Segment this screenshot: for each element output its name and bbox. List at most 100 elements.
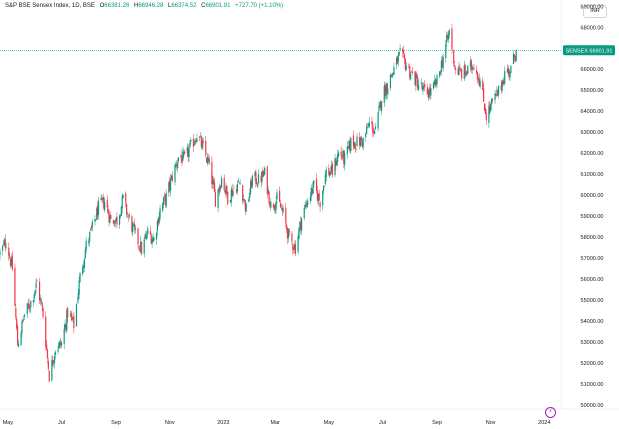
candle-body — [348, 140, 350, 149]
candle — [245, 203, 247, 212]
candle-body — [347, 147, 349, 148]
candle — [299, 221, 301, 232]
candle-body — [434, 81, 436, 83]
candle — [88, 237, 90, 246]
candle-body — [26, 303, 28, 315]
candle — [368, 117, 370, 128]
candle — [58, 341, 60, 350]
candle-body — [476, 72, 479, 80]
candle-body — [250, 180, 252, 194]
candle — [331, 161, 333, 179]
candle-body — [435, 79, 437, 86]
candle — [307, 198, 309, 208]
candle-body — [231, 188, 233, 196]
y-tick-label: 68000.00 — [581, 25, 604, 31]
candle-body — [77, 293, 79, 300]
y-tick-label: 55000.00 — [581, 298, 604, 304]
candle — [97, 196, 100, 220]
candle-body — [266, 166, 268, 195]
candle — [507, 65, 509, 78]
candle-body — [14, 267, 16, 306]
candle — [208, 155, 210, 166]
candle — [483, 83, 485, 103]
candle-body — [448, 30, 450, 34]
candle — [281, 204, 283, 216]
candle — [163, 192, 166, 201]
candle-body — [408, 66, 410, 68]
candle-body — [53, 356, 56, 364]
candle-body — [343, 151, 345, 164]
candle — [476, 71, 479, 84]
candle-body — [75, 304, 78, 327]
candle-body — [386, 83, 388, 93]
candle-body — [411, 72, 413, 73]
candle — [171, 171, 173, 183]
candle — [143, 235, 145, 258]
candle-body — [193, 143, 195, 146]
candle — [427, 88, 429, 102]
candle — [53, 352, 56, 369]
candle-body — [137, 228, 139, 245]
price-axis[interactable]: 50000.00 51000.00 52000.00 53000.00 54000.00… — [581, 4, 604, 409]
candle-body — [331, 163, 333, 176]
candle-body — [94, 219, 96, 222]
candle — [330, 166, 332, 176]
candle-body — [403, 50, 405, 54]
candle — [231, 183, 233, 197]
candle-body — [196, 138, 198, 142]
candle — [158, 211, 160, 225]
candle — [120, 205, 122, 216]
candle — [334, 154, 336, 178]
tradingview-logo-icon[interactable]: ⚡ — [545, 407, 556, 418]
y-tick-label: 58000.00 — [581, 235, 604, 241]
candle-body — [78, 280, 80, 295]
candle — [244, 199, 246, 216]
candle-body — [424, 83, 426, 88]
candle — [196, 133, 198, 143]
candle — [116, 212, 118, 229]
legend-close-value: 66901.91 — [205, 3, 231, 9]
candle — [478, 72, 480, 87]
candle-body — [405, 65, 407, 71]
candle-body — [387, 88, 389, 95]
candle — [420, 78, 422, 86]
candle — [79, 272, 81, 283]
candle-body — [366, 126, 368, 134]
candle — [181, 154, 183, 166]
candle — [217, 188, 219, 213]
candle — [206, 157, 208, 164]
candle — [226, 185, 228, 197]
candle-body — [84, 249, 86, 259]
candle-body — [311, 188, 313, 194]
time-axis[interactable]: May Jul Sep Nov 2023 Mar May Jul Sep Nov 2024 — [3, 420, 551, 426]
candle — [502, 79, 504, 87]
candle — [300, 216, 302, 235]
candle-body — [439, 71, 442, 74]
candle-body — [483, 88, 485, 102]
candle-body — [495, 94, 497, 96]
candle — [97, 201, 99, 220]
y-tick-label: 57000.00 — [581, 256, 604, 262]
candle-body — [374, 126, 377, 129]
candle-body — [355, 147, 357, 149]
candle — [157, 217, 159, 227]
legend-symbol: S&P BSE Sensex Index, 1D, BSE — [5, 3, 95, 9]
candle — [10, 253, 13, 268]
legend-high-label: H — [134, 3, 139, 9]
candle-body — [250, 180, 253, 188]
candle-body — [200, 136, 202, 148]
candle — [489, 100, 491, 115]
candle-body — [58, 342, 60, 349]
candle — [348, 140, 350, 152]
candle — [387, 83, 389, 100]
candle-body — [23, 319, 25, 321]
candle — [151, 236, 153, 249]
candle-body — [350, 137, 352, 152]
candle-body — [426, 87, 428, 95]
candle-body — [163, 195, 166, 197]
currency-button[interactable]: INR — [583, 5, 607, 18]
candle — [113, 220, 115, 227]
candle-body — [149, 230, 151, 235]
candle-body — [454, 65, 456, 67]
